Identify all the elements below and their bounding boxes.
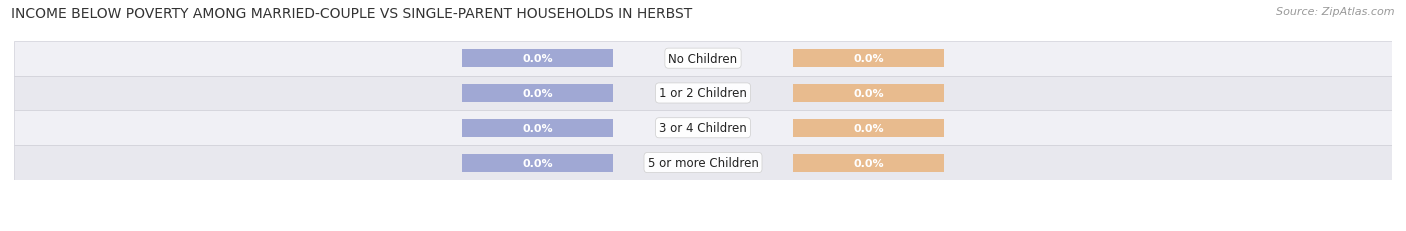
Text: 0.0%: 0.0% — [853, 54, 883, 64]
Text: 0.0%: 0.0% — [853, 88, 883, 99]
Bar — [14, 146, 1392, 180]
Text: 5 or more Children: 5 or more Children — [648, 156, 758, 169]
Bar — [793, 50, 945, 68]
Text: 0.0%: 0.0% — [853, 123, 883, 133]
Text: 0.0%: 0.0% — [523, 88, 553, 99]
Text: 0.0%: 0.0% — [523, 54, 553, 64]
Bar — [461, 119, 613, 137]
Bar — [14, 42, 1392, 76]
Text: INCOME BELOW POVERTY AMONG MARRIED-COUPLE VS SINGLE-PARENT HOUSEHOLDS IN HERBST: INCOME BELOW POVERTY AMONG MARRIED-COUPL… — [11, 7, 693, 21]
Text: No Children: No Children — [668, 52, 738, 65]
Text: 0.0%: 0.0% — [523, 158, 553, 168]
Text: 1 or 2 Children: 1 or 2 Children — [659, 87, 747, 100]
Bar — [793, 85, 945, 103]
Bar — [461, 154, 613, 172]
Text: 0.0%: 0.0% — [523, 123, 553, 133]
Bar — [461, 50, 613, 68]
Bar — [793, 154, 945, 172]
Bar — [461, 85, 613, 103]
Text: 3 or 4 Children: 3 or 4 Children — [659, 122, 747, 135]
Text: Source: ZipAtlas.com: Source: ZipAtlas.com — [1277, 7, 1395, 17]
Text: 0.0%: 0.0% — [853, 158, 883, 168]
Bar — [14, 76, 1392, 111]
Legend: Married Couples, Single Parents: Married Couples, Single Parents — [579, 228, 827, 231]
Bar — [793, 119, 945, 137]
Bar — [14, 111, 1392, 146]
